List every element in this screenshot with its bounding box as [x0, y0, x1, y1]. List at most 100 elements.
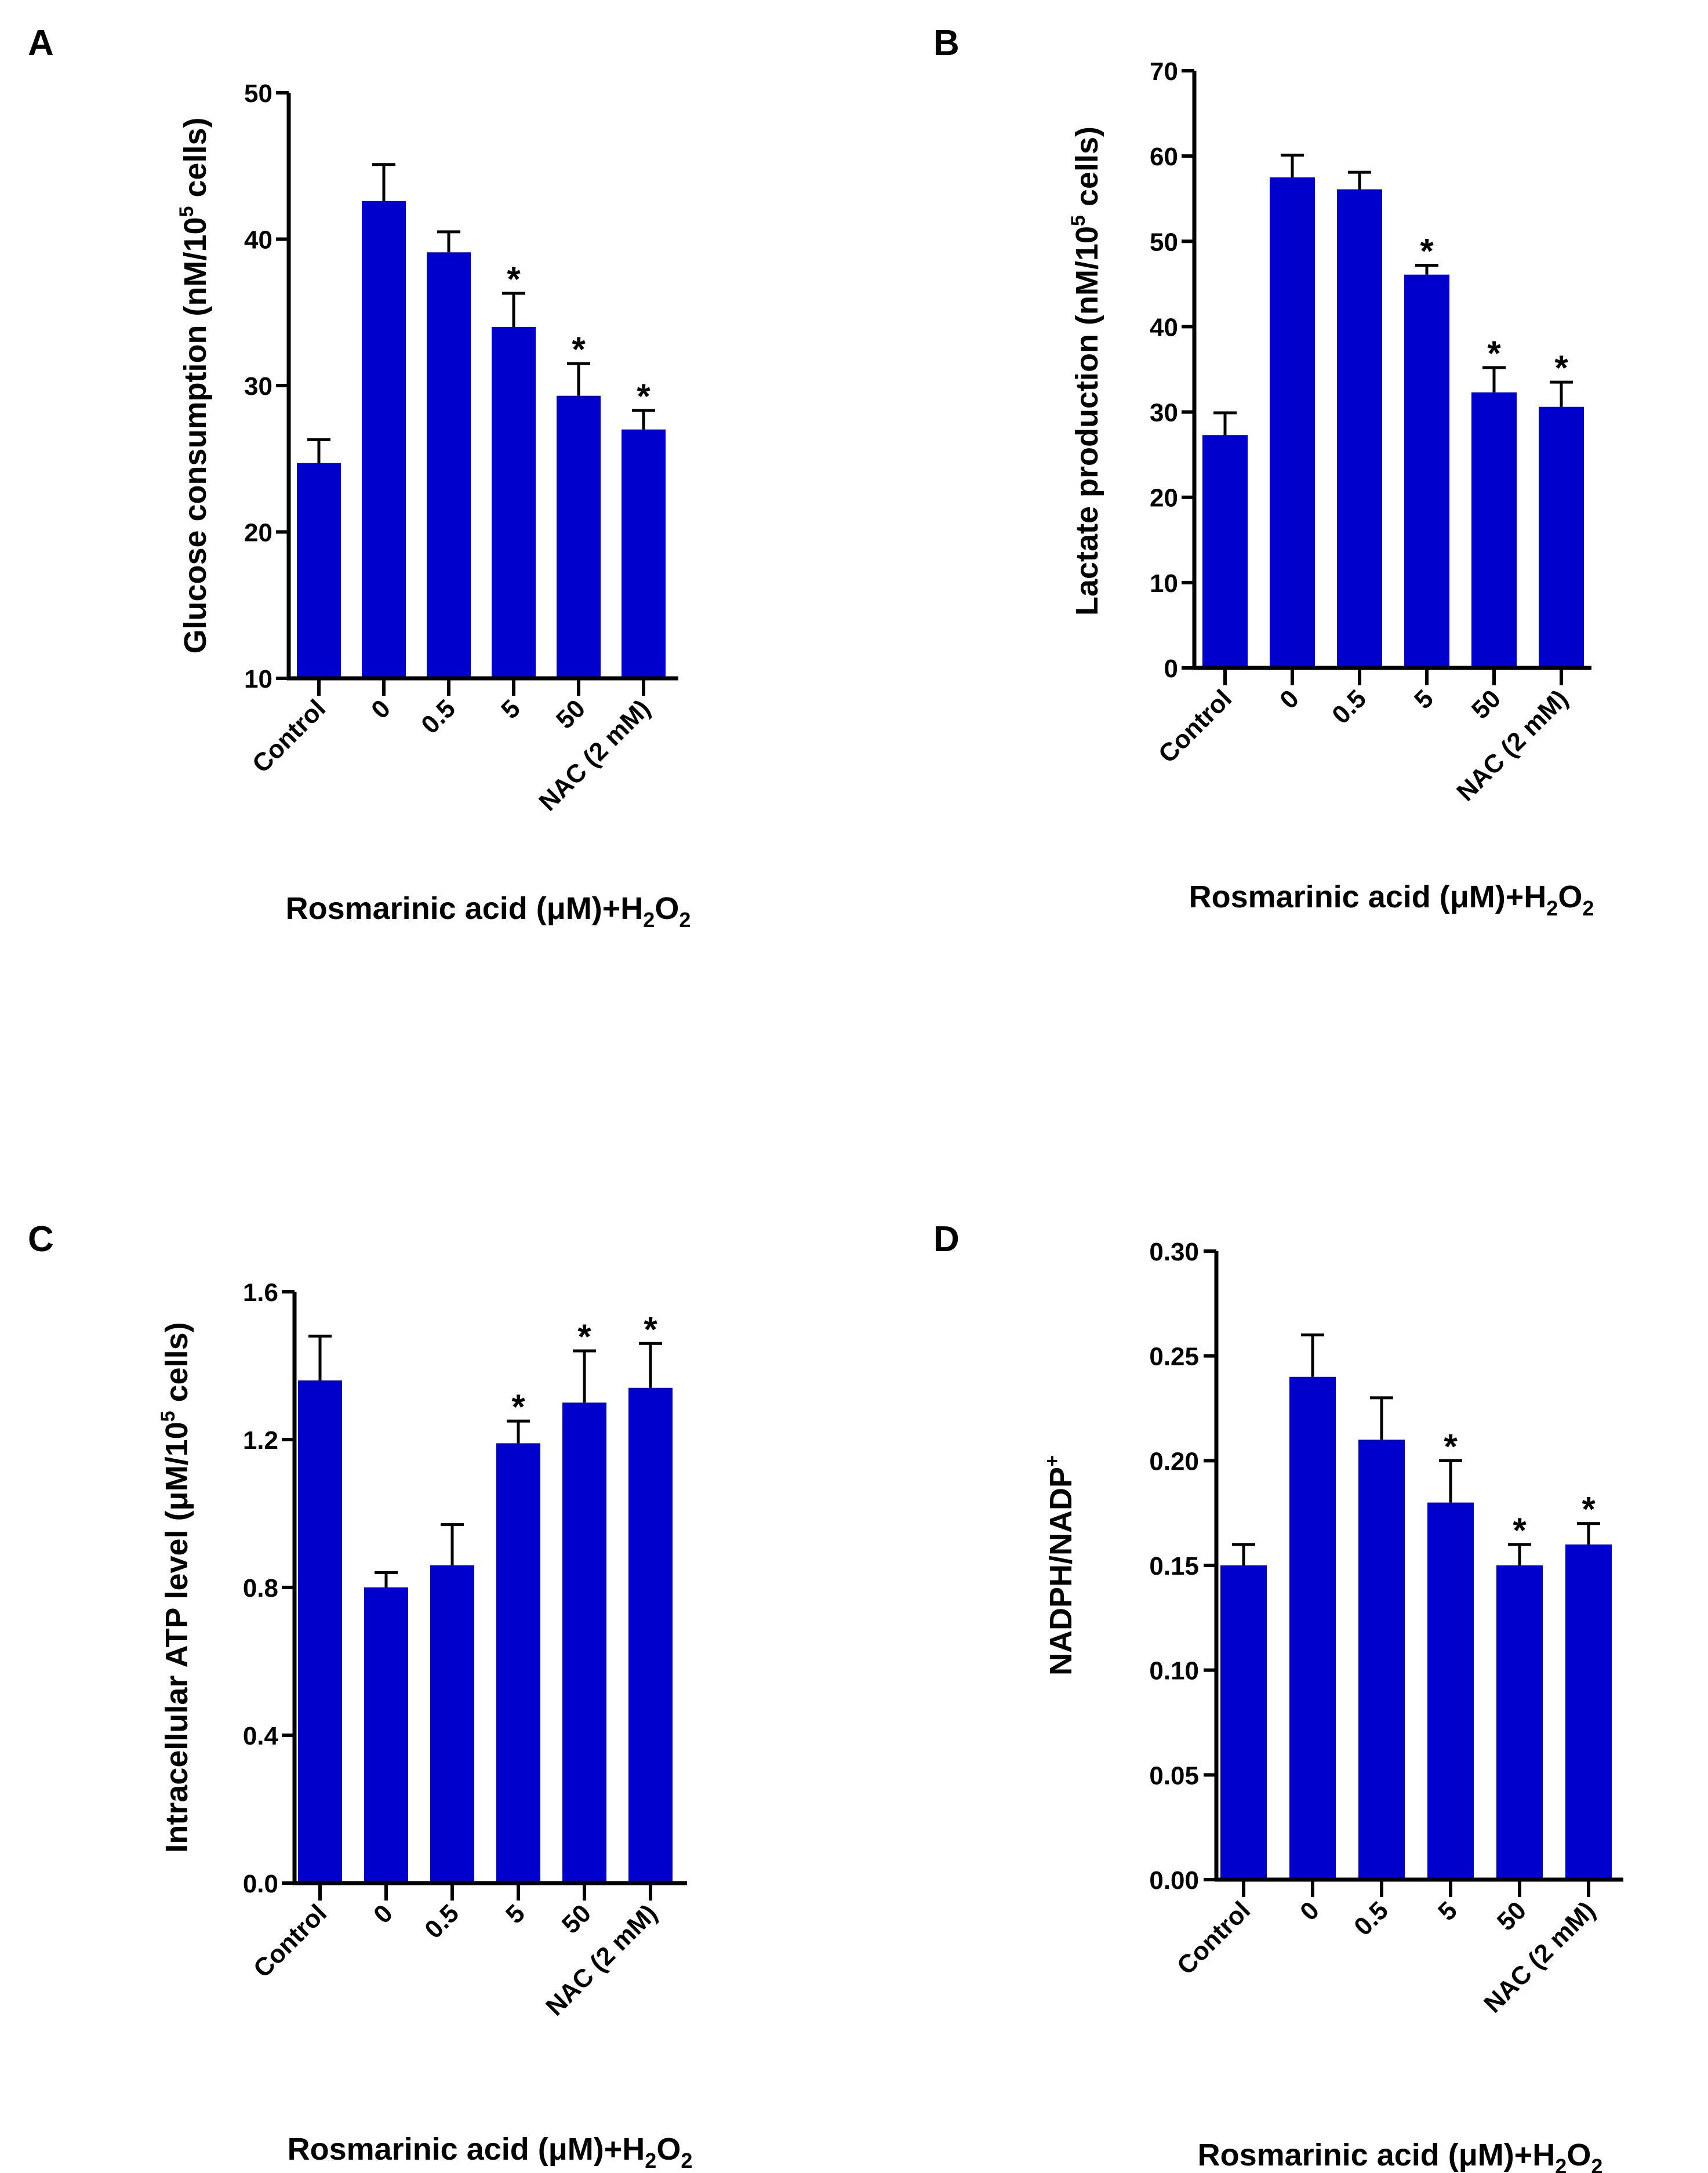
x-axis-title-main: Rosmarinic acid (μM)+H	[288, 2132, 645, 2167]
x-tick-label-2: 0.5	[1327, 684, 1372, 729]
x-tick-label-2: 0.5	[1349, 1896, 1394, 1941]
y-axis-title: Lactate production (nM/105 cells)	[1067, 126, 1104, 616]
x-tick-label-3: 5	[1433, 1896, 1463, 1926]
y-axis-title: NADPH/NADP+	[1041, 1455, 1078, 1676]
x-tick-label-3: 5	[1409, 684, 1439, 714]
y-tick-label-4: 1.6	[243, 1278, 278, 1307]
bar-5	[1539, 406, 1584, 668]
significance-star-4: *	[572, 330, 586, 369]
y-axis-title: Intracellular ATP level (μM/105 cells)	[157, 1322, 194, 1852]
bar-3	[1404, 274, 1449, 668]
bar-1	[1270, 177, 1315, 668]
y-tick-label-2: 30	[244, 372, 272, 401]
y-tick-label-4: 0.20	[1149, 1447, 1199, 1476]
bar-4	[1471, 392, 1517, 668]
y-axis-title-main: Glucose consumption (nM/10	[178, 217, 213, 653]
bar-0	[1220, 1565, 1267, 1880]
bar-4	[562, 1402, 606, 1883]
y-tick-label-2: 0.10	[1149, 1657, 1199, 1685]
panel-label: B	[933, 23, 960, 63]
bar-4	[557, 395, 601, 678]
y-axis-title-superscript: 5	[1067, 215, 1089, 226]
x-axis-title-subscript: 2	[1546, 896, 1558, 920]
x-tick-label-4: 50	[557, 1899, 597, 1939]
x-axis-title-mid: O	[1558, 880, 1582, 914]
bar-2	[427, 252, 471, 679]
x-axis-title-subscript: 2	[645, 2149, 656, 2172]
significance-star-3: *	[511, 1387, 525, 1426]
significance-star-5: *	[637, 377, 651, 416]
x-tick-label-4: 50	[551, 694, 591, 734]
y-tick-label-0: 10	[244, 665, 272, 693]
x-tick-label-3: 5	[500, 1899, 530, 1929]
x-axis-title: Rosmarinic acid (μM)+H2O2	[288, 2132, 693, 2172]
y-tick-label-1: 10	[1150, 569, 1178, 598]
y-tick-label-5: 0.25	[1149, 1343, 1199, 1371]
x-axis-title: Rosmarinic acid (μM)+H2O2	[286, 891, 691, 932]
x-axis-title-main: Rosmarinic acid (μM)+H	[1198, 2138, 1556, 2172]
x-axis-title-subscript: 2	[1591, 2154, 1602, 2173]
x-axis-title-subscript: 2	[1582, 896, 1594, 920]
chart-panel-d: D * * * 0.00 0.05 0.10 0.15 0.20 0.25 0.30 Control 0…	[933, 1219, 1623, 2173]
significance-star-4: *	[1513, 1511, 1527, 1550]
x-tick-label-4: 50	[1492, 1896, 1532, 1936]
x-tick-label-0: Control	[248, 1899, 332, 1983]
y-tick-label-4: 40	[1150, 313, 1178, 341]
y-tick-label-2: 0.8	[243, 1574, 278, 1603]
significance-star-5: *	[1582, 1490, 1596, 1529]
y-tick-label-0: 0	[1164, 655, 1178, 683]
y-tick-label-0: 0.00	[1149, 1866, 1199, 1895]
x-tick-label-1: 0	[366, 694, 396, 724]
y-tick-label-3: 30	[1150, 399, 1178, 427]
significance-star-4: *	[577, 1317, 591, 1356]
x-tick-label-0: Control	[247, 694, 331, 778]
x-tick-label-1: 0	[368, 1899, 398, 1929]
significance-star-3: *	[1444, 1427, 1458, 1466]
y-axis-title-tail: cells)	[178, 117, 213, 206]
x-axis-title-mid: O	[655, 891, 679, 926]
y-axis-title: Glucose consumption (nM/105 cells)	[176, 117, 213, 653]
y-tick-label-4: 50	[244, 79, 272, 108]
x-axis-title: Rosmarinic acid (μM)+H2O2	[1189, 880, 1594, 920]
bar-0	[1202, 435, 1248, 668]
x-tick-label-2: 0.5	[416, 694, 461, 739]
x-tick-label-0: Control	[1172, 1896, 1256, 1980]
x-tick-label-1: 0	[1295, 1896, 1325, 1926]
y-tick-label-1: 0.4	[243, 1722, 279, 1750]
y-tick-label-3: 0.15	[1149, 1552, 1199, 1580]
x-axis-title-subscript: 2	[643, 908, 655, 932]
y-tick-label-2: 20	[1150, 484, 1178, 513]
y-tick-label-3: 40	[244, 226, 272, 255]
y-axis-title-main: Intracellular ATP level (μM/10	[159, 1422, 194, 1852]
y-axis-title-main: NADPH/NADP	[1044, 1467, 1078, 1676]
y-tick-label-6: 0.30	[1149, 1238, 1199, 1266]
y-tick-label-3: 1.2	[243, 1426, 278, 1455]
significance-star-5: *	[644, 1310, 657, 1349]
panel-label: A	[28, 23, 54, 63]
y-axis-title-superscript: 5	[176, 206, 198, 217]
bar-5	[622, 429, 666, 678]
significance-star-3: *	[507, 260, 521, 299]
x-tick-label-1: 0	[1274, 684, 1304, 714]
bar-3	[496, 1443, 540, 1883]
bar-0	[297, 463, 341, 678]
x-axis-title: Rosmarinic acid (μM)+H2O2	[1198, 2138, 1603, 2173]
x-axis-title-main: Rosmarinic acid (μM)+H	[286, 891, 644, 926]
panel-label: D	[933, 1219, 960, 1259]
x-axis-title-mid: O	[1567, 2138, 1591, 2172]
y-tick-label-6: 60	[1150, 143, 1178, 171]
x-tick-label-0: Control	[1153, 684, 1237, 768]
x-tick-label-2: 0.5	[419, 1899, 464, 1944]
y-tick-label-0: 0.0	[243, 1870, 278, 1898]
y-tick-label-7: 70	[1150, 57, 1178, 86]
significance-star-4: *	[1487, 334, 1501, 373]
y-axis-title-tail: cells)	[159, 1322, 194, 1411]
y-tick-label-1: 0.05	[1149, 1761, 1199, 1790]
x-axis-title-main: Rosmarinic acid (μM)+H	[1189, 880, 1547, 914]
significance-star-3: *	[1420, 231, 1434, 270]
bar-2	[1337, 189, 1382, 668]
